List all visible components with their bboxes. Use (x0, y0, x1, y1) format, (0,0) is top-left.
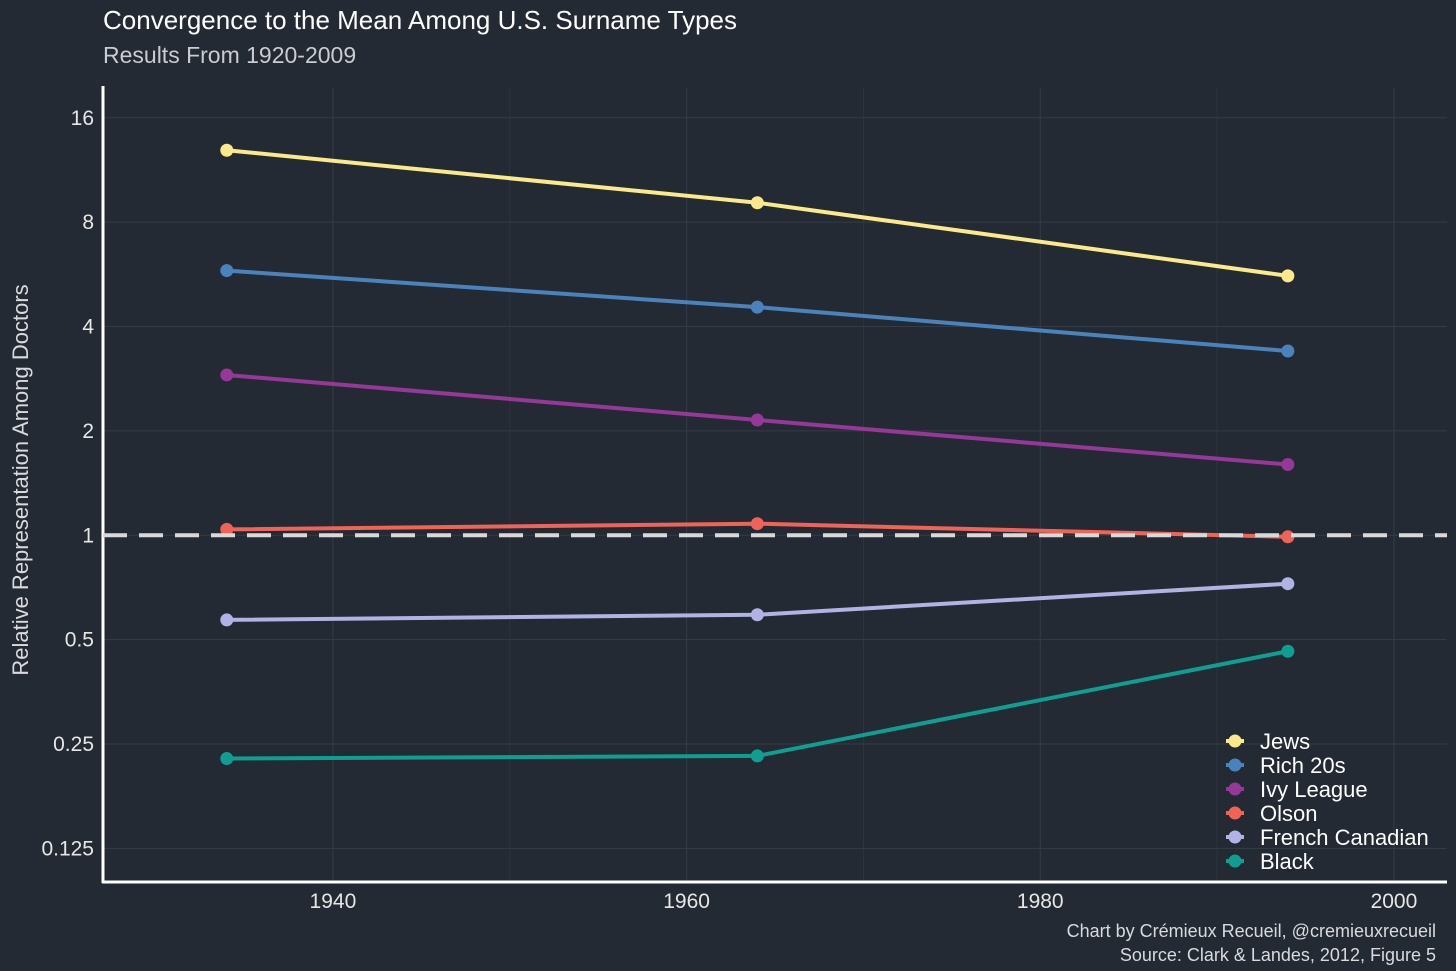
legend-key-dot-rich-20s (1228, 758, 1242, 772)
data-point-jews (750, 196, 764, 210)
data-point-french-canadian (220, 613, 234, 627)
series-line-black (226, 649, 1289, 761)
data-point-olson (750, 517, 764, 531)
legend-key-dot-jews (1228, 734, 1242, 748)
data-point-jews (1281, 269, 1295, 283)
legend-label-ivy-league: Ivy League (1260, 777, 1368, 802)
y-tick-label: 2 (82, 420, 94, 443)
x-tick-label: 1980 (1017, 890, 1064, 913)
data-point-ivy-league (750, 413, 764, 427)
data-point-french-canadian (1281, 577, 1295, 591)
y-tick-label: 0.25 (53, 733, 94, 756)
series-line-jews (226, 148, 1289, 278)
y-tick-label: 16 (71, 107, 94, 130)
data-point-black (750, 749, 764, 763)
legend-label-jews: Jews (1260, 729, 1310, 754)
y-tick-label: 1 (82, 524, 94, 547)
y-tick-label: 4 (82, 316, 94, 339)
legend-label-black: Black (1260, 849, 1315, 874)
legend-key-dot-ivy-league (1228, 782, 1242, 796)
y-tick-label: 0.5 (65, 629, 94, 652)
data-point-rich-20s (1281, 344, 1295, 358)
x-tick-label: 2000 (1371, 890, 1418, 913)
data-point-jews (220, 143, 234, 157)
legend-key-dot-black (1228, 854, 1242, 868)
data-point-black (1281, 644, 1295, 658)
data-point-ivy-league (220, 368, 234, 382)
data-point-rich-20s (750, 300, 764, 314)
data-point-rich-20s (220, 264, 234, 278)
data-point-ivy-league (1281, 458, 1295, 472)
legend-key-dot-french-canadian (1228, 830, 1242, 844)
legend-label-olson: Olson (1260, 801, 1317, 826)
y-tick-label: 8 (82, 211, 94, 234)
y-axis-title: Relative Representation Among Doctors (8, 284, 33, 675)
caption-credit: Chart by Crémieux Recueil, @cremieuxrecu… (1067, 921, 1436, 941)
data-point-french-canadian (750, 608, 764, 622)
legend-label-rich-20s: Rich 20s (1260, 753, 1346, 778)
caption-source: Source: Clark & Landes, 2012, Figure 5 (1120, 945, 1436, 965)
legend-label-french-canadian: French Canadian (1260, 825, 1429, 850)
legend-key-dot-olson (1228, 806, 1242, 820)
x-tick-label: 1940 (310, 890, 357, 913)
y-tick-label: 0.125 (41, 837, 94, 860)
chart-subtitle: Results From 1920-2009 (103, 42, 356, 68)
data-point-black (220, 752, 234, 766)
axes: 1940 1960 1980 2000 0.125 0.25 0.5 1 2 4 8 16 (41, 86, 1447, 913)
chart-title: Convergence to the Mean Among U.S. Surna… (103, 5, 737, 35)
series-group (220, 143, 1295, 766)
x-tick-label: 1960 (663, 890, 710, 913)
data-point-olson (220, 522, 234, 536)
